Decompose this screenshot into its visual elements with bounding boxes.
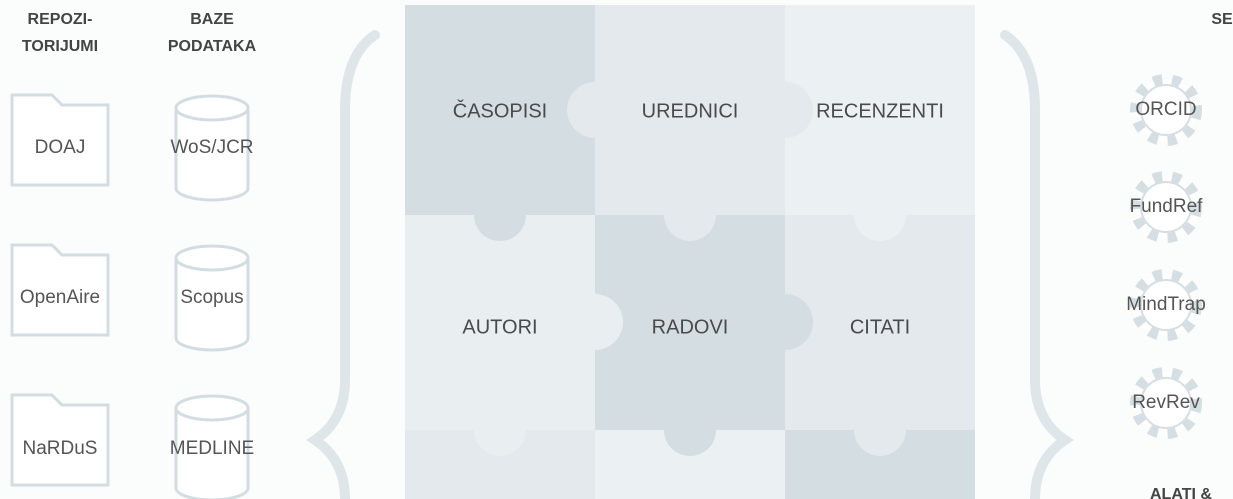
column-title: REPOZI- [28,11,93,28]
diagram: REPOZI- TORIJUMI BAZE PODATAKA DOAJ Open… [0,0,1233,499]
puzzle-label: UREDNICI [642,100,739,122]
repository: DOAJ [35,137,86,158]
service: ORCID [1135,99,1196,120]
services-footer: ALATI & [1150,486,1212,499]
repository: NaRDuS [23,438,98,459]
services-title: SE [1211,11,1233,28]
puzzle [405,5,975,499]
puzzle-label: ČASOPISI [453,99,547,122]
service: FundRef [1130,196,1204,217]
database: WoS/JCR [170,137,253,158]
gears [1135,79,1197,434]
database: MEDLINE [170,438,254,459]
column-title: PODATAKA [168,38,257,55]
database: Scopus [180,287,243,308]
column-title: BAZE [190,11,234,28]
puzzle-label: RADOVI [652,316,729,338]
puzzle-label: CITATI [850,316,910,338]
puzzle-label: RECENZENTI [816,100,944,122]
puzzle-label: AUTORI [462,316,537,338]
service: MindTrap [1126,294,1206,315]
brace [315,35,375,499]
brace [1005,35,1065,499]
repository: OpenAire [20,287,100,308]
service: RevRev [1132,392,1200,413]
column-title: TORIJUMI [22,38,98,55]
